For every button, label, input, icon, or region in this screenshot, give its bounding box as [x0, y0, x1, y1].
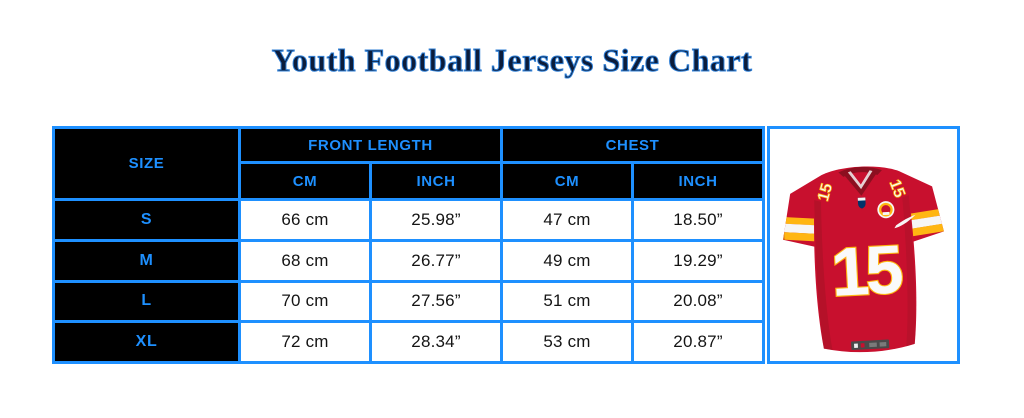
header-front-inch: INCH [369, 161, 503, 201]
jersey-image: 15 15 15 [779, 166, 944, 353]
jersey-image-panel: 15 15 15 [767, 126, 960, 364]
jersey-graphic: 15 15 15 [779, 166, 944, 353]
front-inch-cell: 26.77” [369, 238, 503, 283]
header-front-cm: CM [238, 161, 372, 201]
chest-inch-cell: 18.50” [631, 198, 765, 242]
front-cm-cell: 72 cm [238, 320, 372, 364]
chest-inch-cell: 19.29” [631, 238, 765, 283]
jersey-collar [837, 166, 882, 196]
size-cell: L [52, 279, 241, 324]
header-chest: CHEST [500, 126, 765, 164]
size-cell: S [52, 198, 241, 242]
right-shoulder-number: 15 [885, 177, 908, 200]
page-title: Youth Football Jerseys Size Chart [271, 42, 753, 79]
chest-cm-cell: 53 cm [500, 320, 634, 364]
team-patch-icon [876, 201, 894, 219]
content-row: SIZE FRONT LENGTH CHEST CM INCH CM INCH … [52, 126, 960, 364]
jersey-number: 15 [829, 231, 904, 311]
size-cell: M [52, 238, 241, 283]
front-cm-cell: 68 cm [238, 238, 372, 283]
header-size: SIZE [52, 126, 241, 201]
chest-cm-cell: 51 cm [500, 279, 634, 324]
size-cell: XL [52, 320, 241, 364]
jock-tag [850, 339, 889, 350]
table-row-s: S 66 cm 25.98” 47 cm 18.50” [52, 198, 765, 242]
chest-inch-cell: 20.87” [631, 320, 765, 364]
chest-cm-cell: 49 cm [500, 238, 634, 283]
front-cm-cell: 70 cm [238, 279, 372, 324]
table-row-xl: XL 72 cm 28.34” 53 cm 20.87” [52, 320, 765, 364]
chest-inch-cell: 20.08” [631, 279, 765, 324]
chest-cm-cell: 47 cm [500, 198, 634, 242]
table-row-l: L 70 cm 27.56” 51 cm 20.08” [52, 279, 765, 324]
front-cm-cell: 66 cm [238, 198, 372, 242]
front-inch-cell: 28.34” [369, 320, 503, 364]
size-chart-table: SIZE FRONT LENGTH CHEST CM INCH CM INCH … [52, 126, 765, 364]
front-inch-cell: 25.98” [369, 198, 503, 242]
header-row-units: CM INCH CM INCH [54, 161, 765, 201]
header-chest-inch: INCH [631, 161, 765, 201]
nike-swoosh-icon [893, 214, 916, 229]
front-inch-cell: 27.56” [369, 279, 503, 324]
left-shoulder-number: 15 [814, 181, 836, 203]
header-row-groups: SIZE FRONT LENGTH CHEST [52, 126, 765, 201]
nfl-shield-icon [857, 197, 866, 209]
table-row-m: M 68 cm 26.77” 49 cm 19.29” [52, 238, 765, 283]
header-chest-cm: CM [500, 161, 634, 201]
header-front-length: FRONT LENGTH [238, 126, 503, 164]
